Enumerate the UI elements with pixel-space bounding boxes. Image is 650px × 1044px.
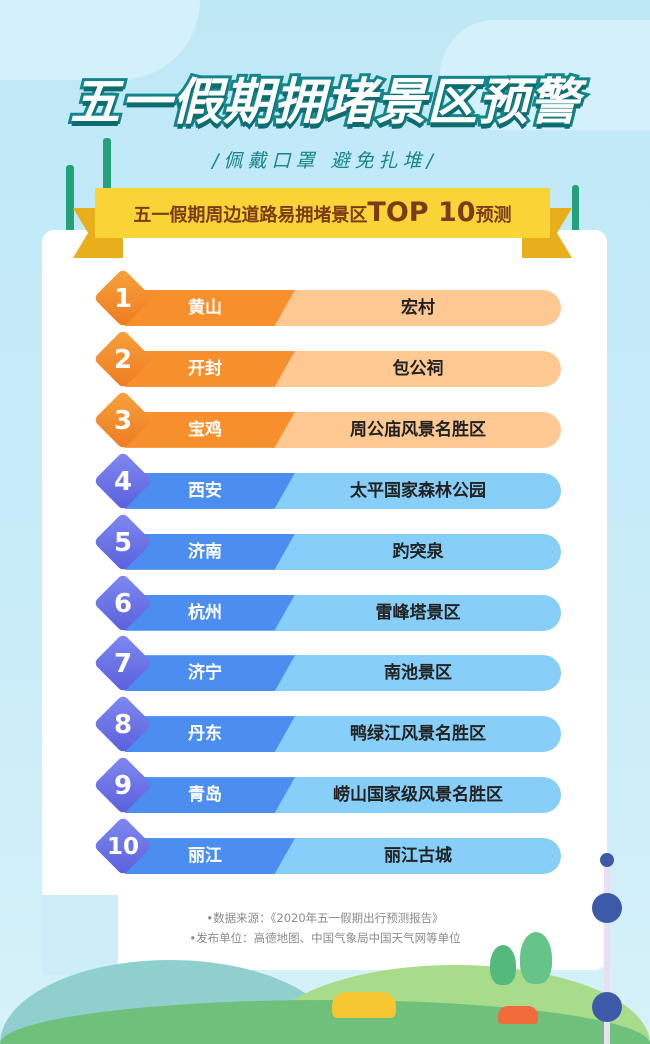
- footer-publisher: •发布单位：高德地图、中国气象局中国天气网等单位: [189, 931, 461, 945]
- city-segment: [125, 290, 295, 326]
- ribbon-highlight: TOP 10: [367, 197, 476, 228]
- scenic-spot: 宏村: [401, 298, 435, 318]
- city-segment: [125, 472, 295, 509]
- rank-number: 4: [113, 466, 133, 497]
- tv-tower-ball: [600, 853, 614, 867]
- rank-number: 1: [113, 284, 133, 314]
- city-name: 黄山: [188, 298, 222, 318]
- tv-tower: [604, 855, 610, 1044]
- city-name: 丽江: [188, 846, 222, 867]
- city-name: 丹东: [188, 724, 222, 745]
- city-name: 杭州: [188, 602, 222, 623]
- card-corner: [42, 895, 118, 975]
- scenic-spot: 鸭绿江风景名胜区: [350, 724, 486, 745]
- ranking-row: 济宁 南池景区: [125, 655, 561, 692]
- scenic-spot: 丽江古城: [384, 846, 452, 867]
- scenic-spot: 趵突泉: [392, 541, 444, 562]
- city-segment: [125, 655, 295, 692]
- page-title: 五一假期拥堵景区预警: [67, 70, 582, 134]
- rank-number: 7: [113, 649, 133, 680]
- ranking-row: 济南 趵突泉: [125, 533, 561, 570]
- city-name: 济南: [188, 541, 222, 562]
- city-name: 济宁: [188, 663, 222, 684]
- city-segment: [125, 838, 295, 875]
- car-icon: [332, 992, 396, 1018]
- ribbon-banner: 五一假期周边道路易拥堵景区TOP 10预测: [95, 188, 550, 238]
- ranking-row: 黄山 宏村: [125, 290, 561, 326]
- ranking-row: 丹东 鸭绿江风景名胜区: [125, 716, 561, 753]
- rank-number: 8: [113, 710, 133, 741]
- tv-tower-ball: [592, 992, 622, 1022]
- ribbon-prefix: 五一假期周边道路易拥堵景区: [133, 205, 368, 226]
- cloud: [440, 20, 650, 130]
- ranking-row: 宝鸡 周公庙风景名胜区: [125, 411, 561, 448]
- city-segment: [125, 716, 295, 753]
- rank-number: 6: [113, 588, 133, 619]
- rank-number: 3: [113, 405, 133, 436]
- tv-tower-ball: [592, 893, 622, 923]
- subtitle: /佩戴口罩 避免扎堆/: [212, 150, 438, 172]
- bamboo-decoration: [572, 185, 579, 235]
- city-name: 青岛: [188, 785, 222, 806]
- city-segment: [125, 411, 295, 448]
- scenic-spot: 太平国家森林公园: [350, 480, 486, 501]
- city-name: 宝鸡: [188, 419, 222, 440]
- scenic-spot: 崂山国家级风景名胜区: [333, 785, 503, 806]
- city-name: 开封: [188, 358, 222, 379]
- bamboo-decoration: [66, 165, 74, 235]
- bamboo-decoration: [103, 138, 111, 233]
- tree: [490, 945, 516, 985]
- city-segment: [125, 533, 295, 570]
- ranking-row: 西安 太平国家森林公园: [125, 472, 561, 509]
- ranking-row: 青岛 崂山国家级风景名胜区: [125, 777, 561, 814]
- footer-source: •数据来源：《2020年五一假期出行预测报告》: [206, 911, 444, 925]
- city-segment: [125, 350, 295, 387]
- rank-number: 10: [106, 834, 139, 861]
- ribbon-suffix: 预测: [475, 205, 512, 226]
- rank-number: 9: [113, 771, 133, 802]
- rank-number: 2: [113, 344, 133, 375]
- scenic-spot: 南池景区: [384, 663, 452, 684]
- ranking-row: 开封 包公祠: [125, 350, 561, 387]
- city-segment: [125, 777, 295, 814]
- ranking-row: 丽江 丽江古城: [125, 838, 561, 875]
- scenic-spot: 周公庙风景名胜区: [350, 419, 486, 440]
- car-icon: [498, 1006, 538, 1024]
- rank-number: 5: [113, 527, 133, 558]
- city-name: 西安: [188, 480, 222, 501]
- tree: [520, 932, 552, 984]
- city-segment: [125, 594, 295, 631]
- scenic-spot: 雷峰塔景区: [375, 602, 461, 623]
- ranking-row: 杭州 雷峰塔景区: [125, 594, 561, 631]
- scenic-spot: 包公祠: [392, 358, 444, 379]
